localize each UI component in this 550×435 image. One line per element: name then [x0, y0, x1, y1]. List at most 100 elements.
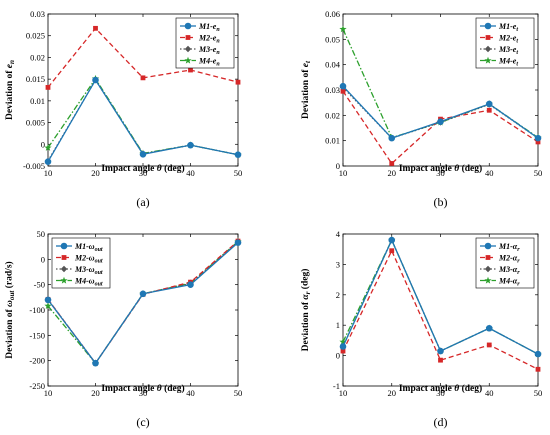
legend-entry: M3-et — [498, 45, 518, 56]
x-tick-label: 30 — [139, 168, 148, 178]
data-point — [389, 161, 395, 166]
y-tick-label: -250 — [29, 381, 45, 391]
data-point — [486, 107, 492, 113]
chart-panel-3: 10 20 30 40 50 -250 -200 -150 -100 -50 0 50 Impact a… — [3, 229, 242, 429]
series-line — [47, 78, 239, 162]
y-tick-label: -200 — [29, 356, 45, 366]
y-tick-label: 0.01 — [30, 96, 45, 106]
data-point — [234, 239, 242, 246]
legend-marker — [184, 56, 192, 64]
data-point — [339, 338, 347, 345]
y-tick-label: 3 — [336, 259, 340, 269]
data-point — [485, 100, 493, 108]
data-point — [340, 88, 346, 94]
series-2 — [340, 88, 541, 166]
series-line — [342, 249, 539, 370]
series-1 — [339, 82, 542, 142]
series-2 — [45, 25, 241, 90]
data-point — [437, 118, 444, 125]
legend-entry: M3-αr — [498, 265, 520, 276]
y-tick-label: 0.04 — [325, 60, 341, 70]
legend-marker — [484, 45, 492, 53]
y-tick-label: 4 — [336, 229, 341, 239]
legend-marker — [485, 255, 491, 260]
y-tick-label: 0 — [336, 161, 340, 171]
series-1 — [339, 236, 542, 358]
y-tick-label: 0 — [41, 139, 45, 149]
y-tick-label: 0.02 — [30, 52, 45, 62]
legend-marker — [60, 276, 68, 284]
y-tick-label: 0.03 — [30, 9, 45, 19]
y-tick-label: 0.025 — [26, 31, 45, 41]
data-point — [187, 281, 194, 288]
y-tick-label: -100 — [29, 305, 45, 315]
chart-panel-4: 10 20 30 40 50 -1 0 1 2 3 4 Impact angle θ (deg) Dev… — [299, 229, 542, 429]
y-tick-label: 0.02 — [325, 110, 340, 120]
x-tick-label: 40 — [186, 388, 195, 398]
chart-panel-2: 10 20 30 40 50 0 0.01 0.02 0.03 0.04 0.05 0.06 Impac… — [301, 9, 542, 209]
data-point — [44, 143, 52, 151]
data-point — [340, 348, 346, 354]
series-2 — [340, 248, 541, 372]
data-point — [44, 296, 52, 304]
y-tick-label: 0.06 — [325, 9, 340, 19]
x-axis-label: Impact angle θ (deg) — [399, 163, 482, 174]
panel-label: (a) — [136, 195, 149, 209]
legend-marker — [184, 45, 192, 53]
x-tick-label: 20 — [388, 388, 397, 398]
data-point — [44, 158, 52, 165]
y-tick-label: 0.05 — [325, 34, 340, 44]
x-tick-label: 20 — [91, 388, 100, 398]
data-point — [388, 236, 396, 244]
legend-marker — [184, 22, 192, 30]
legend-marker — [185, 35, 191, 40]
x-tick-label: 40 — [485, 388, 494, 398]
x-tick-label: 20 — [91, 168, 100, 178]
data-point — [438, 357, 443, 363]
x-axis-label: Impact angle θ (deg) — [101, 383, 184, 394]
data-point — [389, 248, 395, 254]
legend-entry: M4-et — [498, 57, 518, 68]
y-tick-label: 0 — [41, 254, 45, 264]
y-tick-label: -0.005 — [23, 161, 45, 171]
data-point — [92, 359, 99, 367]
x-axis-label: Impact angle θ (deg) — [101, 163, 184, 174]
data-point — [339, 82, 347, 90]
x-tick-label: 40 — [186, 168, 195, 178]
y-tick-label: -50 — [34, 280, 45, 290]
data-point — [534, 134, 542, 142]
legend-entry: M4-αr — [498, 277, 520, 288]
data-point — [92, 76, 99, 84]
data-point — [139, 150, 147, 158]
series-3 — [339, 84, 542, 142]
series-3 — [44, 76, 242, 164]
legend-entry: M4-ωout — [74, 277, 103, 288]
legend-entry: M1-ωout — [74, 242, 103, 253]
panel-label: (d) — [434, 415, 448, 429]
y-tick-label: 0 — [336, 351, 340, 361]
x-axis-label: Impact angle θ (deg) — [399, 383, 482, 394]
data-point — [140, 75, 146, 81]
data-point — [139, 290, 147, 298]
legend-entry: M1-αr — [498, 242, 520, 253]
legend-entry: M2-en — [198, 34, 220, 45]
legend-marker — [484, 22, 492, 30]
legend-marker — [484, 265, 492, 273]
y-tick-label: -150 — [29, 330, 45, 340]
data-point — [235, 79, 241, 85]
series-line — [47, 77, 239, 156]
data-point — [485, 324, 493, 332]
x-tick-label: 10 — [44, 388, 53, 398]
x-tick-label: 10 — [339, 388, 348, 398]
data-point — [339, 343, 347, 350]
panel-label: (c) — [136, 415, 149, 429]
data-point — [339, 25, 347, 33]
legend-marker — [485, 35, 491, 40]
y-axis-label: Deviation of αr (deg) — [299, 269, 312, 352]
x-tick-label: 50 — [234, 168, 243, 178]
y-tick-label: 50 — [37, 229, 46, 239]
series-line — [342, 90, 539, 165]
